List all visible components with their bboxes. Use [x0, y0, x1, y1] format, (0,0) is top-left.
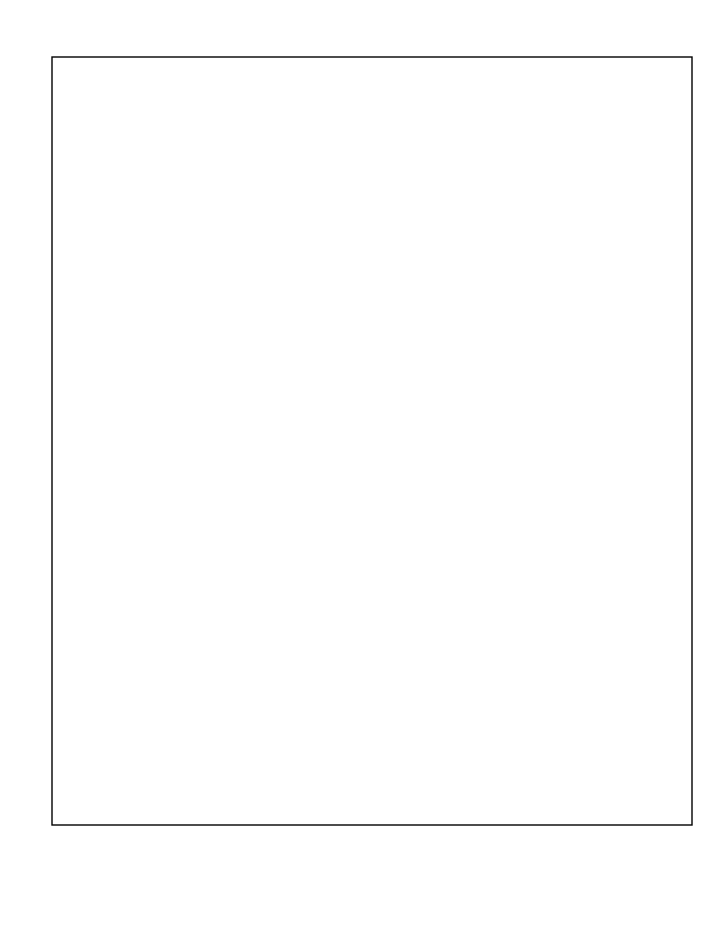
map-border: [51, 56, 693, 826]
header-text-backdrop: [58, 62, 688, 89]
map-background: [52, 57, 692, 825]
